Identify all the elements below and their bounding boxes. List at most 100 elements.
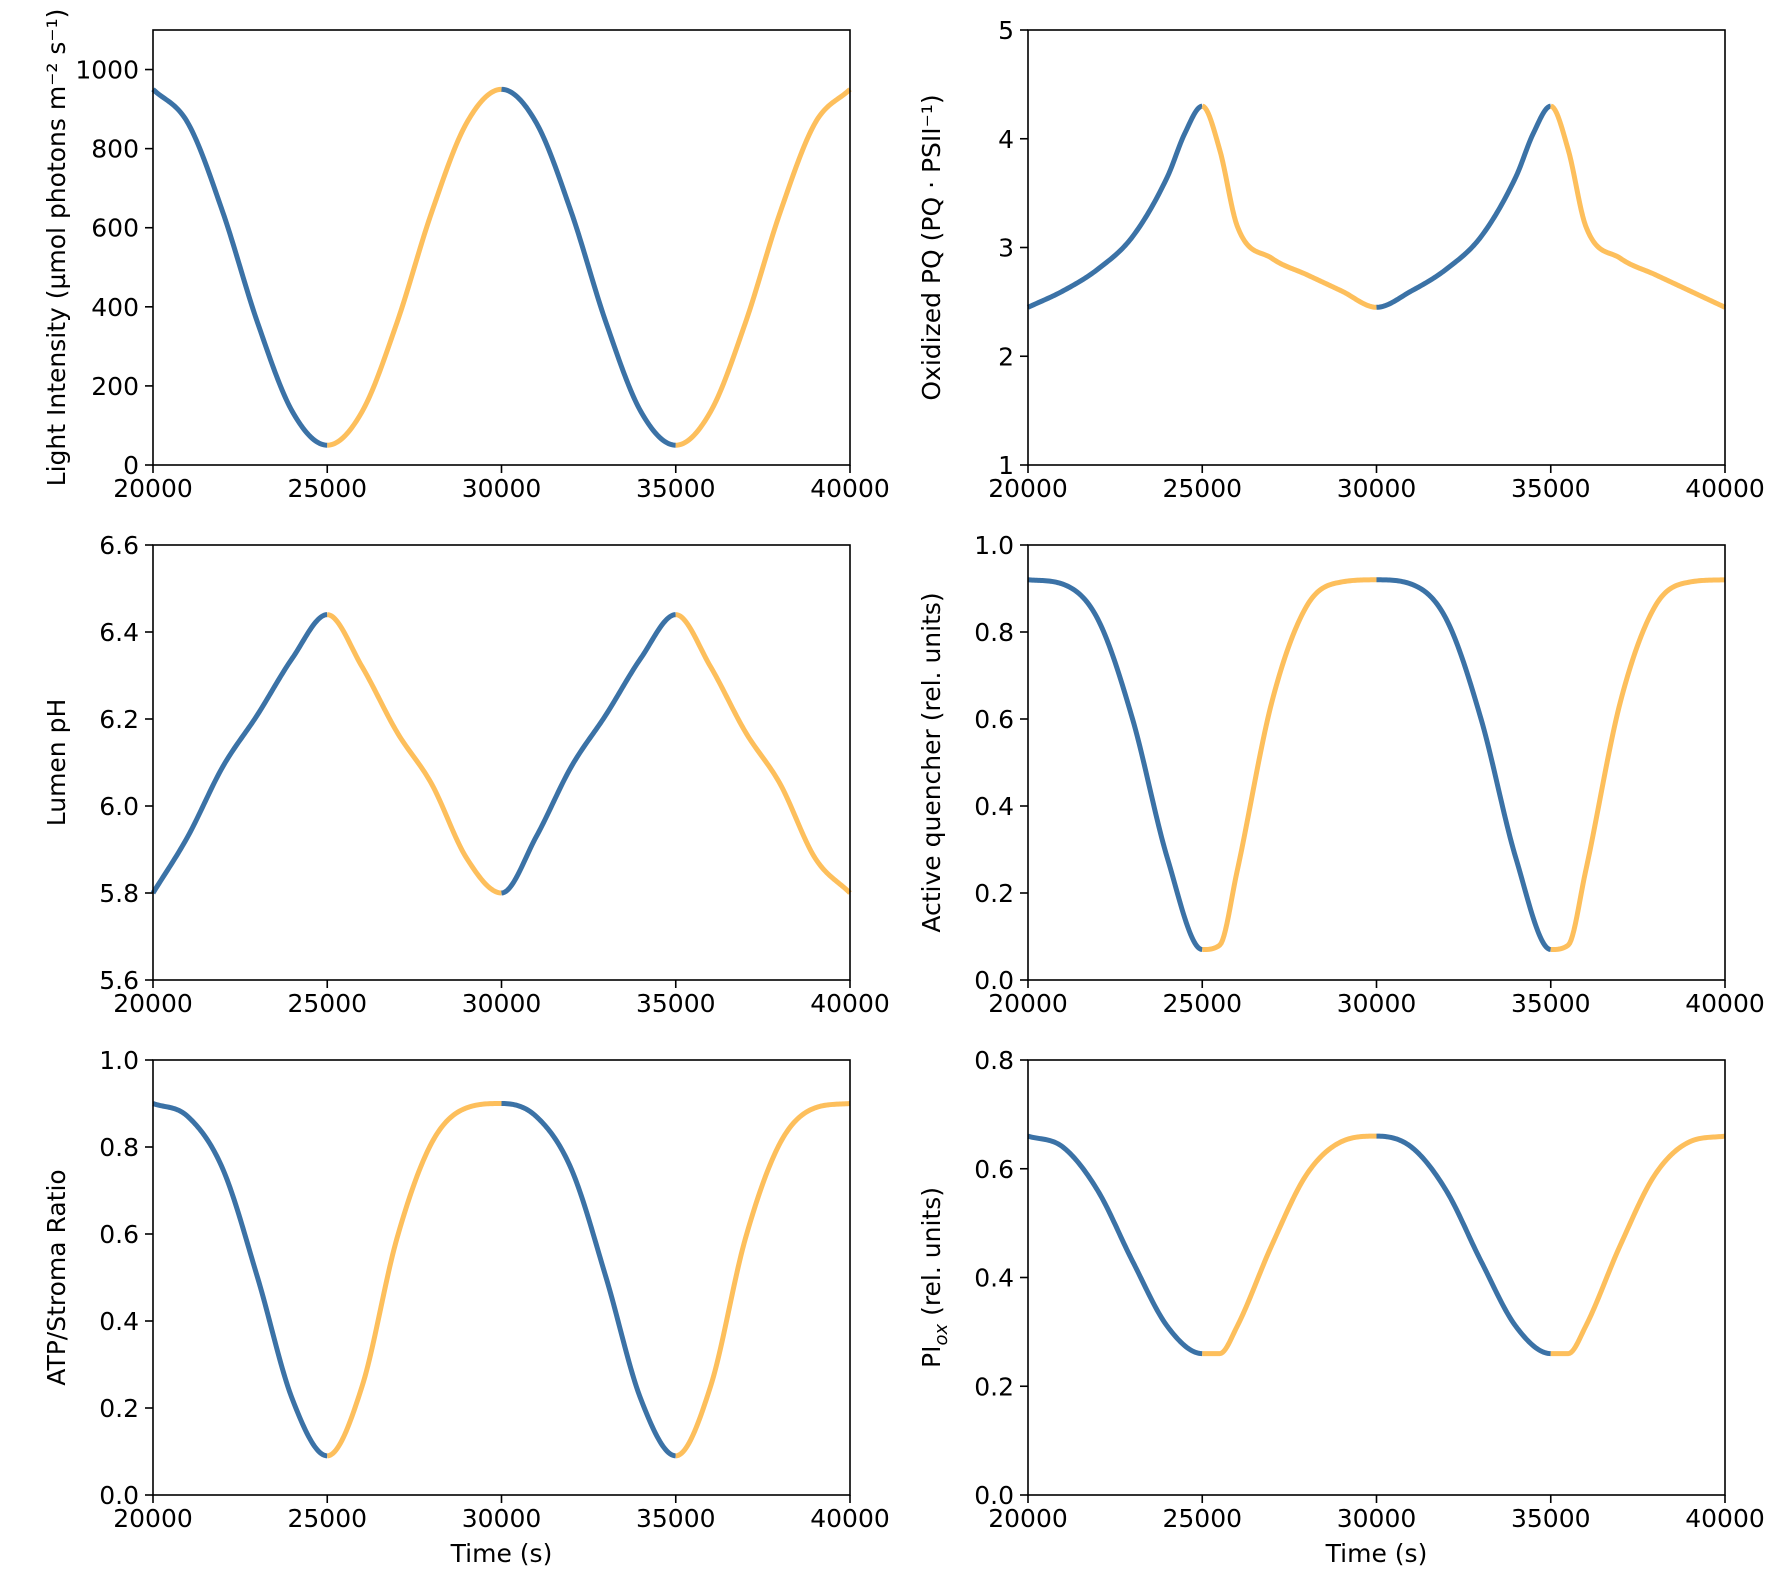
pi-ytick-label: 0.2 [974,1372,1014,1401]
quencher-series-segment-4 [1550,577,1726,953]
pi-xtick-label: 40000 [1685,1504,1765,1533]
ph-ytick-label: 6.6 [99,531,139,560]
atp-ytick-label: 0.6 [99,1220,139,1249]
light-ytick-label: 0 [123,451,139,480]
light-ytick-label: 800 [91,135,139,164]
light-ytick-label: 1000 [75,56,139,85]
pi-xlabel: Time (s) [1325,1539,1428,1568]
panel-quencher: 20000 25000 30000 35000 40000 0.0 0.2 0.4 0.6 0.8… [917,531,1765,1018]
quencher-series-segment-2 [1202,577,1377,953]
pq-ytick-label: 3 [998,234,1014,263]
pi-xtick-label: 30000 [1337,1504,1417,1533]
ph-xtick-label: 25000 [287,989,367,1018]
atp-xtick-label: 30000 [462,1504,542,1533]
light-series-segment-1 [151,87,328,448]
ph-ytick-label: 6.0 [99,792,139,821]
quencher-xtick-label: 30000 [1337,989,1417,1018]
light-series-segment-4 [675,87,852,448]
quencher-ytick-label: 0.8 [974,618,1014,647]
atp-xtick-label: 40000 [810,1504,890,1533]
pi-series-segment-1 [1027,1133,1203,1357]
pi-ytick-label: 0.6 [974,1155,1014,1184]
ph-series-segment-4 [675,612,852,895]
pi-axes-frame [1027,1059,1726,1496]
pi-xtick-label: 25000 [1162,1504,1242,1533]
ph-axes-frame [152,544,851,981]
quencher-ytick-label: 0.6 [974,705,1014,734]
pq-axes-frame [1027,29,1726,466]
ph-xtick-label: 20000 [113,989,193,1018]
quencher-xtick-label: 25000 [1162,989,1242,1018]
atp-series-segment-1 [152,1101,328,1459]
atp-ytick-label: 1.0 [99,1046,139,1075]
light-xtick-label: 35000 [636,474,716,503]
ph-series-segment-2 [326,612,502,896]
atp-xtick-label: 25000 [287,1504,367,1533]
pi-series-segment-2 [1202,1133,1377,1357]
pi-ytick-label: 0.4 [974,1264,1014,1293]
light-xtick-label: 30000 [462,474,542,503]
quencher-ylabel: Active quencher (rel. units) [917,592,946,932]
quencher-series-segment-3 [1376,577,1552,953]
pi-ylabel-main: PI [917,1346,946,1368]
pi-series-segment-4 [1550,1133,1726,1357]
light-series-segment-3 [501,86,676,448]
ph-xtick-label: 35000 [636,989,716,1018]
pq-series-segment-4 [1549,103,1727,310]
pq-ytick-label: 1 [998,451,1014,480]
pi-xtick-label: 35000 [1511,1504,1591,1533]
ph-ytick-label: 5.8 [99,879,139,908]
pi-ylabel: PIox (rel. units) [917,1187,952,1368]
pq-xtick-label: 40000 [1685,474,1765,503]
quencher-ytick-label: 0.2 [974,879,1014,908]
atp-ytick-label: 0.0 [99,1481,139,1510]
atp-ytick-label: 0.2 [99,1394,139,1423]
quencher-xtick-label: 40000 [1685,989,1765,1018]
pi-xtick-label: 20000 [988,1504,1068,1533]
atp-series-segment-4 [675,1101,851,1459]
panel-ph: 20000 25000 30000 35000 40000 5.6 5.8 6.0 6.2 6.4… [42,531,890,1018]
atp-series-segment-2 [326,1101,502,1459]
pq-xtick-label: 30000 [1337,474,1417,503]
light-axes-frame [152,29,851,466]
pi-ytick-label: 0.8 [974,1046,1014,1075]
panel-light: 20000 25000 30000 35000 40000 0 200 400 600 800 10… [42,9,890,503]
pi-ytick-label: 0.0 [974,1481,1014,1510]
pq-xtick-label: 20000 [988,474,1068,503]
atp-series-segment-3 [501,1101,676,1459]
ph-ytick-label: 6.4 [99,618,139,647]
light-xtick-label: 40000 [810,474,890,503]
quencher-xtick-label: 35000 [1511,989,1591,1018]
ph-ylabel: Lumen pH [42,699,71,827]
quencher-series-segment-1 [1027,577,1203,953]
quencher-ytick-label: 1.0 [974,531,1014,560]
ph-ytick-label: 5.6 [99,966,139,995]
atp-xtick-label: 20000 [113,1504,193,1533]
pi-ylabel-subscript: ox [931,1324,952,1346]
quencher-ytick-label: 0.4 [974,792,1014,821]
light-xtick-label: 25000 [287,474,367,503]
pq-ytick-label: 5 [998,16,1014,45]
quencher-ytick-label: 0.0 [974,966,1014,995]
panel-atp: 20000 25000 30000 35000 40000 0.0 0.2 0.4 0.6 0.8… [42,1046,890,1568]
atp-ytick-label: 0.8 [99,1133,139,1162]
pi-ylabel-suffix: (rel. units) [917,1187,946,1324]
atp-xlabel: Time (s) [450,1539,553,1568]
light-xtick-label: 20000 [113,474,193,503]
atp-ylabel: ATP/Stroma Ratio [42,1169,71,1385]
ph-series-segment-1 [150,612,328,895]
pq-xtick-label: 25000 [1162,474,1242,503]
ph-xtick-label: 30000 [462,989,542,1018]
light-series-segment-2 [327,86,502,448]
light-ytick-label: 600 [91,214,139,243]
light-ytick-label: 200 [91,372,139,401]
pq-series-segment-1 [1026,103,1203,310]
panel-pi: 20000 25000 30000 35000 40000 0.0 0.2 0.4 0.6 0.8… [917,1046,1765,1568]
light-ytick-label: 400 [91,293,139,322]
quencher-xtick-label: 20000 [988,989,1068,1018]
ph-ytick-label: 6.2 [99,705,139,734]
atp-ytick-label: 0.4 [99,1307,139,1336]
pq-series-segment-3 [1376,103,1552,310]
ph-xtick-label: 40000 [810,989,890,1018]
